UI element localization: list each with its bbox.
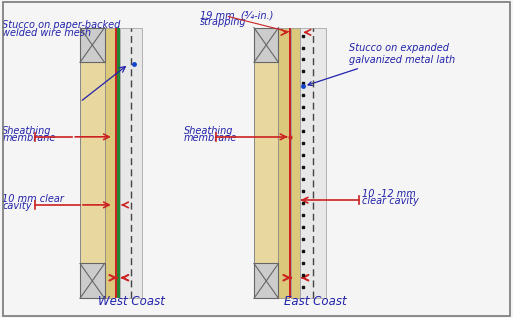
Bar — [80, 264, 105, 298]
Bar — [121, 28, 142, 298]
Bar — [279, 28, 289, 298]
Text: Sheathing: Sheathing — [184, 126, 233, 136]
Bar — [254, 28, 279, 298]
Bar — [254, 28, 279, 62]
Bar — [80, 28, 105, 62]
Text: Sheathing: Sheathing — [2, 126, 52, 136]
Bar — [291, 28, 301, 298]
Bar — [105, 28, 115, 298]
Bar — [289, 28, 291, 298]
Text: strapping: strapping — [200, 17, 247, 27]
Text: West Coast: West Coast — [97, 295, 165, 308]
Text: Stucco on expanded
galvanized metal lath: Stucco on expanded galvanized metal lath — [308, 44, 455, 86]
Text: 19 mm  (¾-in.): 19 mm (¾-in.) — [200, 10, 273, 20]
Text: welded wire mesh: welded wire mesh — [2, 28, 91, 38]
Text: 10 mm clear: 10 mm clear — [2, 194, 64, 204]
Bar — [117, 28, 121, 298]
Text: 10 -12 mm: 10 -12 mm — [362, 189, 416, 199]
Text: membrane: membrane — [184, 133, 237, 143]
Text: membrane: membrane — [2, 133, 55, 143]
Bar — [115, 28, 117, 298]
Bar — [301, 28, 326, 298]
Bar — [80, 28, 105, 298]
Text: East Coast: East Coast — [284, 295, 347, 308]
Text: clear cavity: clear cavity — [362, 196, 419, 206]
Bar — [254, 264, 279, 298]
Text: Stucco on paper-backed: Stucco on paper-backed — [2, 20, 121, 30]
Text: cavity: cavity — [2, 201, 32, 211]
